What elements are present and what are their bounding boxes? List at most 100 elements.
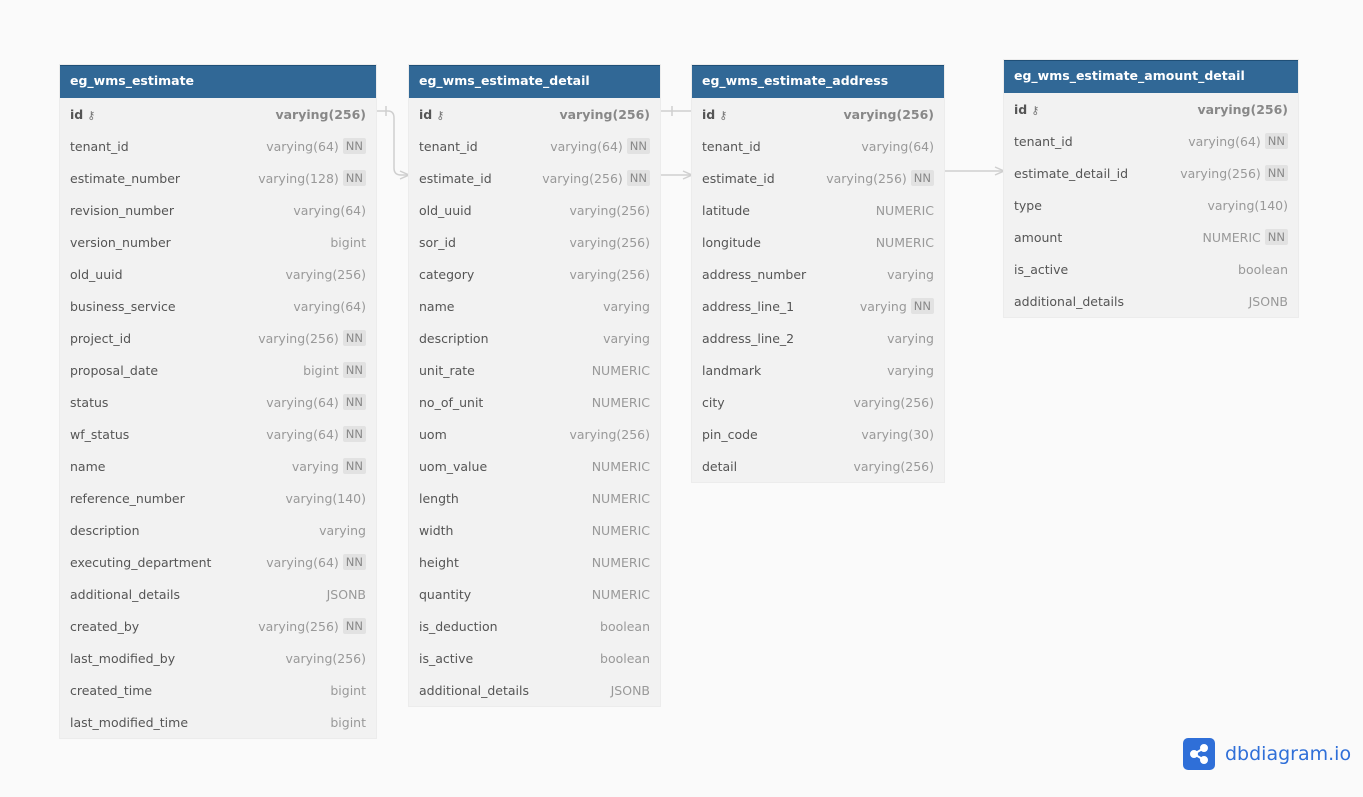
- table-row[interactable]: longitude NUMERIC: [692, 226, 944, 258]
- table-row[interactable]: project_id varying(256) NN: [60, 322, 376, 354]
- key-icon: ⚷: [1031, 103, 1040, 117]
- table-row[interactable]: amount NUMERIC NN: [1004, 221, 1298, 253]
- table-row[interactable]: estimate_number varying(128) NN: [60, 162, 376, 194]
- table-row[interactable]: address_line_1 varying NN: [692, 290, 944, 322]
- table-row[interactable]: sor_id varying(256): [409, 226, 660, 258]
- table-row[interactable]: is_active boolean: [1004, 253, 1298, 285]
- table-row[interactable]: uom_value NUMERIC: [409, 450, 660, 482]
- table-row[interactable]: category varying(256): [409, 258, 660, 290]
- table-row[interactable]: last_modified_by varying(256): [60, 642, 376, 674]
- table-row[interactable]: estimate_detail_id varying(256) NN: [1004, 157, 1298, 189]
- table-row[interactable]: additional_details JSONB: [409, 674, 660, 706]
- table-row[interactable]: height NUMERIC: [409, 546, 660, 578]
- column-name: old_uuid: [419, 202, 472, 218]
- table-header[interactable]: eg_wms_estimate: [60, 65, 376, 98]
- table-row[interactable]: address_number varying: [692, 258, 944, 290]
- table-row[interactable]: id ⚷ varying(256): [60, 98, 376, 130]
- table-eg_wms_estimate[interactable]: eg_wms_estimate id ⚷ varying(256) tenant_id v…: [60, 65, 376, 738]
- table-row[interactable]: is_deduction boolean: [409, 610, 660, 642]
- column-type: varying(64): [550, 138, 623, 154]
- table-row[interactable]: tenant_id varying(64) NN: [1004, 125, 1298, 157]
- table-row[interactable]: revision_number varying(64): [60, 194, 376, 226]
- table-eg_wms_estimate_detail[interactable]: eg_wms_estimate_detail id ⚷ varying(256) ten…: [409, 65, 660, 706]
- table-row[interactable]: type varying(140): [1004, 189, 1298, 221]
- table-row[interactable]: last_modified_time bigint: [60, 706, 376, 738]
- column-type: varying(64): [266, 554, 339, 570]
- column-type: varying(256): [285, 650, 366, 666]
- table-row[interactable]: landmark varying: [692, 354, 944, 386]
- column-name: old_uuid: [70, 266, 123, 282]
- not-null-badge: NN: [1264, 165, 1288, 181]
- column-name: is_deduction: [419, 618, 498, 634]
- table-row[interactable]: name varying NN: [60, 450, 376, 482]
- table-row[interactable]: business_service varying(64): [60, 290, 376, 322]
- not-null-badge: NN: [626, 138, 650, 154]
- column-type: bigint: [303, 362, 339, 378]
- table-row[interactable]: length NUMERIC: [409, 482, 660, 514]
- column-type: JSONB: [1248, 293, 1288, 309]
- table-row[interactable]: created_by varying(256) NN: [60, 610, 376, 642]
- column-name: name: [419, 298, 455, 314]
- table-row[interactable]: old_uuid varying(256): [60, 258, 376, 290]
- table-row[interactable]: id ⚷ varying(256): [409, 98, 660, 130]
- table-row[interactable]: uom varying(256): [409, 418, 660, 450]
- column-type: NUMERIC: [591, 394, 650, 410]
- column-type: bigint: [330, 714, 366, 730]
- table-row[interactable]: old_uuid varying(256): [409, 194, 660, 226]
- table-header[interactable]: eg_wms_estimate_amount_detail: [1004, 60, 1298, 93]
- column-name: estimate_number: [70, 170, 181, 186]
- table-row[interactable]: no_of_unit NUMERIC: [409, 386, 660, 418]
- table-row[interactable]: id ⚷ varying(256): [692, 98, 944, 130]
- table-row[interactable]: description varying: [409, 322, 660, 354]
- column-name: quantity: [419, 586, 472, 602]
- dbdiagram-brand[interactable]: dbdiagram.io: [1183, 738, 1351, 770]
- brand-name: dbdiagram.io: [1225, 743, 1352, 765]
- table-row[interactable]: reference_number varying(140): [60, 482, 376, 514]
- table-row[interactable]: proposal_date bigint NN: [60, 354, 376, 386]
- column-name: proposal_date: [70, 362, 159, 378]
- table-header[interactable]: eg_wms_estimate_address: [692, 65, 944, 98]
- column-type: varying: [887, 330, 934, 346]
- column-type: varying(64): [861, 138, 934, 154]
- table-row[interactable]: version_number bigint: [60, 226, 376, 258]
- not-null-badge: NN: [342, 618, 366, 634]
- table-row[interactable]: is_active boolean: [409, 642, 660, 674]
- table-row[interactable]: city varying(256): [692, 386, 944, 418]
- not-null-badge: NN: [342, 138, 366, 154]
- table-row[interactable]: latitude NUMERIC: [692, 194, 944, 226]
- column-type: varying(64): [266, 426, 339, 442]
- column-name: type: [1014, 197, 1042, 213]
- table-row[interactable]: additional_details JSONB: [60, 578, 376, 610]
- table-row[interactable]: pin_code varying(30): [692, 418, 944, 450]
- column-name: is_active: [1014, 261, 1069, 277]
- table-row[interactable]: tenant_id varying(64) NN: [409, 130, 660, 162]
- table-row[interactable]: additional_details JSONB: [1004, 285, 1298, 317]
- table-row[interactable]: quantity NUMERIC: [409, 578, 660, 610]
- table-row[interactable]: description varying: [60, 514, 376, 546]
- table-row[interactable]: wf_status varying(64) NN: [60, 418, 376, 450]
- column-name: tenant_id: [70, 138, 129, 154]
- table-row[interactable]: name varying: [409, 290, 660, 322]
- table-row[interactable]: unit_rate NUMERIC: [409, 354, 660, 386]
- column-name: description: [70, 522, 140, 538]
- column-name: estimate_id: [702, 170, 775, 186]
- table-row[interactable]: tenant_id varying(64): [692, 130, 944, 162]
- table-row[interactable]: id ⚷ varying(256): [1004, 93, 1298, 125]
- column-type: NUMERIC: [591, 490, 650, 506]
- table-row[interactable]: tenant_id varying(64) NN: [60, 130, 376, 162]
- table-row[interactable]: detail varying(256): [692, 450, 944, 482]
- column-name: is_active: [419, 650, 474, 666]
- column-type: JSONB: [610, 682, 650, 698]
- column-type: JSONB: [326, 586, 366, 602]
- table-row[interactable]: created_time bigint: [60, 674, 376, 706]
- table-row[interactable]: width NUMERIC: [409, 514, 660, 546]
- table-eg_wms_estimate_address[interactable]: eg_wms_estimate_address id ⚷ varying(256) te…: [692, 65, 944, 482]
- table-row[interactable]: estimate_id varying(256) NN: [409, 162, 660, 194]
- column-type: varying(256): [559, 106, 650, 122]
- table-eg_wms_estimate_amount_detail[interactable]: eg_wms_estimate_amount_detail id ⚷ varying(…: [1004, 60, 1298, 317]
- table-row[interactable]: address_line_2 varying: [692, 322, 944, 354]
- table-row[interactable]: status varying(64) NN: [60, 386, 376, 418]
- table-row[interactable]: estimate_id varying(256) NN: [692, 162, 944, 194]
- table-row[interactable]: executing_department varying(64) NN: [60, 546, 376, 578]
- table-header[interactable]: eg_wms_estimate_detail: [409, 65, 660, 98]
